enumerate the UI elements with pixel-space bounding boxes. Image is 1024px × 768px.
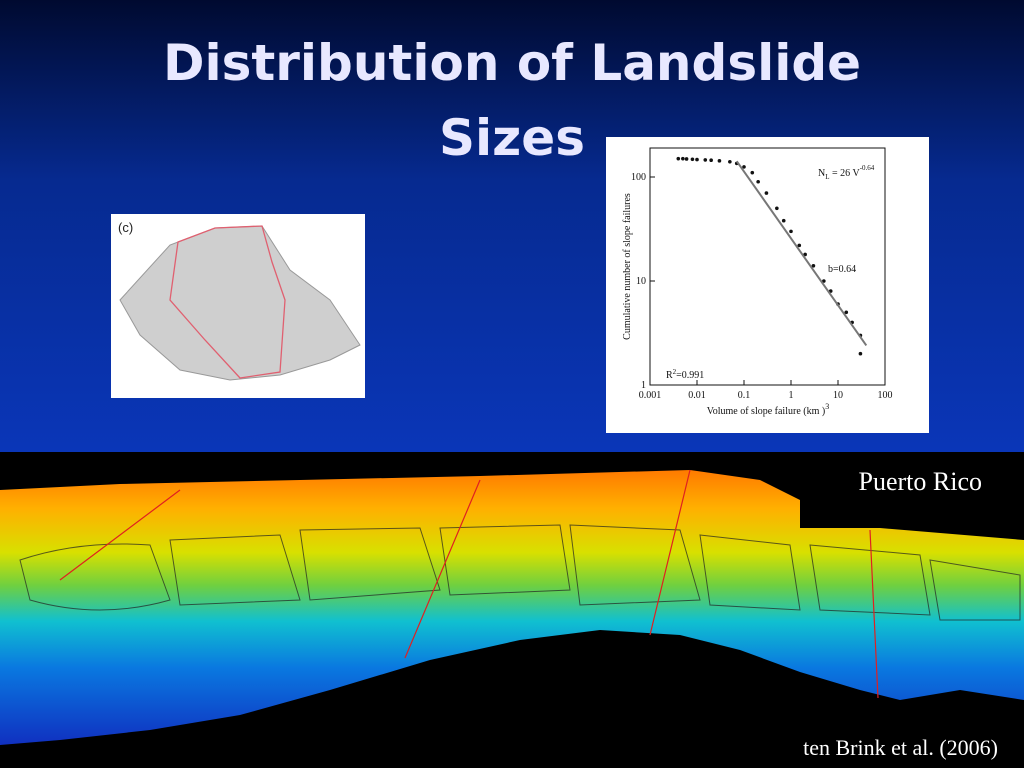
data-point: [703, 158, 708, 162]
data-point: [728, 159, 732, 164]
data-point: [709, 158, 713, 163]
data-point: [797, 243, 802, 248]
data-point: [803, 252, 807, 257]
text-part: -0.64: [860, 164, 875, 172]
text-part: L: [825, 173, 829, 181]
text-part: N: [818, 168, 825, 179]
data-point: [764, 191, 769, 195]
text-part: 3: [825, 402, 829, 411]
fit-label: b=0.64: [828, 264, 856, 275]
x-tick-label: 100: [878, 390, 893, 401]
data-point: [695, 157, 699, 162]
x-tick-label: 0.01: [688, 390, 706, 401]
data-point: [858, 351, 863, 356]
data-point: [844, 310, 849, 315]
figure-label: (c): [118, 220, 133, 235]
x-tick-label: 10: [833, 390, 843, 401]
fit-line: [735, 160, 868, 347]
y-axis-label: Cumulative number of slope failures: [622, 193, 633, 340]
fault-lines: [59, 469, 879, 699]
text-part: 2: [673, 368, 677, 376]
r-squared: R2=0.991: [666, 368, 704, 381]
data-point: [676, 156, 681, 161]
equation: NL = 26 V-0.64: [818, 164, 875, 181]
data-point: [684, 157, 689, 161]
data-point: [756, 179, 760, 184]
landslide-outline: [169, 225, 286, 379]
text-part: =0.991: [676, 370, 704, 381]
map-label: Puerto Rico: [859, 467, 983, 496]
x-tick-label: 0.001: [639, 390, 662, 401]
data-point: [742, 165, 746, 169]
plot-frame: [649, 147, 886, 386]
text-part: R: [666, 370, 673, 381]
x-tick-label: 0.1: [738, 390, 751, 401]
data-point: [717, 159, 722, 163]
y-tick-label: 10: [636, 276, 646, 287]
citation: ten Brink et al. (2006): [803, 735, 998, 760]
landslide-outlines: [19, 524, 1021, 621]
x-tick-label: 1: [789, 390, 794, 401]
data-point: [750, 170, 755, 175]
data-point: [681, 156, 685, 161]
terrain-map: [0, 470, 1024, 745]
y-tick-label: 1: [641, 380, 646, 391]
slide-title: Sizes: [439, 109, 585, 167]
data-point: [789, 229, 793, 234]
slide-title: Distribution of Landslide: [163, 34, 861, 92]
x-axis-label: Volume of slope failure (km )3: [707, 402, 829, 417]
data-point: [822, 279, 826, 283]
text-part: Volume of slope failure (km ): [707, 406, 825, 417]
chart-panel: [606, 137, 929, 433]
text-part: = 26 V: [830, 168, 861, 179]
data-point: [781, 218, 786, 223]
data-point: [811, 263, 816, 268]
data-point: [690, 157, 695, 162]
data-point: [775, 206, 779, 211]
y-tick-label: 100: [631, 172, 646, 183]
